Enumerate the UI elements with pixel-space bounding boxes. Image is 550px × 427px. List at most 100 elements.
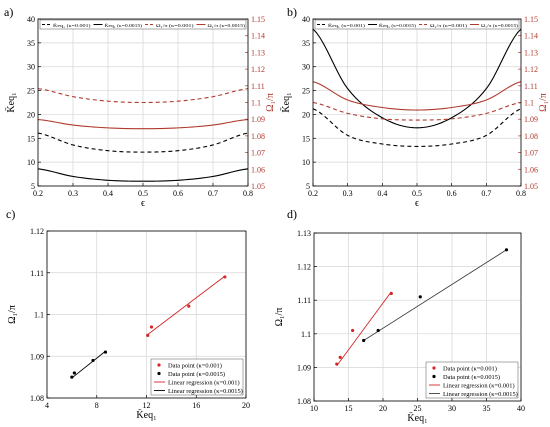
x-tick-label: 20 [379, 404, 387, 413]
x-tick-label: 0.3 [68, 189, 78, 198]
x-tick-label: 20 [242, 401, 250, 410]
y2-axis-label: Ω₁/π [265, 93, 276, 112]
y2-tick-label: 1.11 [251, 82, 265, 91]
y-tick-label: 25 [302, 87, 310, 96]
x-tick-label: 0.7 [481, 189, 491, 198]
legend-swatch-0 [157, 363, 161, 367]
y2-tick-label: 1.12 [524, 65, 538, 74]
series-line-1 [37, 168, 249, 182]
data-point-0-0 [146, 333, 150, 337]
x-tick-label: 0.7 [208, 189, 218, 198]
legend-entry-0: K̄eq₁ (κ=0.001) [328, 23, 366, 28]
legend-entry-0: K̄eq₁ (κ=0.001) [53, 23, 91, 28]
x-axis-label: ϵ [141, 198, 145, 209]
y-tick-label: 25 [27, 87, 35, 96]
y2-tick-label: 1.08 [251, 132, 265, 141]
y-tick-label: 35 [27, 39, 35, 48]
y2-tick-label: 1.07 [524, 149, 538, 158]
plot-border [312, 18, 522, 187]
legend-entry-2: Ω₁/π (κ=0.001) [430, 23, 468, 28]
legend-swatch-1 [157, 371, 161, 376]
legend-box [150, 358, 244, 396]
y2-axis-label: Ω₁/π [538, 93, 549, 112]
regression-line-2 [336, 291, 392, 366]
y-tick-label: 1.08 [30, 394, 44, 403]
x-tick-label: 0.5 [412, 189, 422, 198]
series-line-2 [312, 101, 522, 121]
legend: Data point (κ=0.001)Data point (κ=0.0015… [150, 358, 244, 396]
x-tick-label: 0.4 [377, 189, 387, 198]
x-axis-label: K̄eq₁ [136, 409, 156, 421]
y2-tick-label: 1.09 [524, 115, 538, 124]
data-point-0-1 [338, 355, 342, 359]
y-tick-label: 1.09 [30, 352, 44, 361]
x-tick-label: 0.2 [33, 189, 43, 198]
y2-tick-label: 1.13 [524, 48, 538, 57]
plot-border [313, 232, 522, 402]
x-axis-label: K̄eq₁ [407, 412, 427, 424]
x-tick-label: 0.8 [516, 189, 526, 198]
data-point-0-3 [223, 275, 227, 279]
x-axis-label: ϵ [415, 198, 419, 209]
y2-tick-label: 1.15 [524, 15, 538, 24]
legend-entry-2: Linear regression (κ=0.001) [443, 383, 515, 390]
panel-b: b) 0.2 0.3 0.4 0.5 0.6 0.7 0.8 5 10 15 20 25 30 35 40 1.… [280, 5, 549, 209]
y2-tick-label: 1.07 [251, 149, 265, 158]
series-line-0 [312, 108, 522, 147]
series-line-3 [312, 81, 522, 111]
y-axis-label: K̄eq₁ [5, 92, 17, 112]
series-line-1 [312, 28, 522, 129]
y-tick-label: 1.12 [30, 227, 44, 236]
x-tick-label: 0.6 [173, 189, 183, 198]
panel-d: d) 10 15 20 25 30 35 40 1.08 1.09 1.1 1.11 1.12 1.13 Ω… [274, 207, 525, 424]
panel-label: a) [4, 5, 13, 19]
y2-tick-label: 1.13 [251, 48, 265, 57]
y-tick-label: 1.09 [297, 363, 311, 372]
y2-tick-label: 1.08 [524, 132, 538, 141]
data-point-0-3 [389, 291, 393, 296]
x-tick-label: 0.3 [343, 189, 353, 198]
y2-tick-label: 1.06 [524, 165, 538, 174]
x-tick-label: 0.4 [103, 189, 113, 198]
panel-label: c) [6, 207, 15, 221]
y-tick-label: 1.11 [297, 296, 311, 305]
x-tick-label: 8 [95, 401, 99, 410]
y-tick-label: 5 [306, 182, 310, 191]
y-tick-label: 30 [27, 63, 35, 72]
legend-entry-0: Data point (κ=0.001) [168, 363, 222, 370]
x-tick-label: 0.8 [243, 189, 253, 198]
y2-tick-label: 1.1 [251, 99, 261, 108]
x-tick-label: 0.2 [308, 189, 318, 198]
data-point-1-2 [418, 295, 422, 299]
y-tick-label: 15 [302, 134, 310, 143]
y-tick-label: 35 [302, 39, 310, 48]
x-tick-label: 30 [448, 404, 456, 413]
y2-tick-label: 1.05 [251, 182, 265, 191]
legend-entry-1: K̄eq₁ (κ=0.0015) [379, 23, 417, 28]
y-tick-label: 20 [302, 110, 310, 119]
legend-entry-3: Linear regression (κ=0.0015) [168, 388, 243, 395]
regression-line-3 [71, 350, 106, 379]
series-line-3 [37, 118, 249, 130]
legend-entry-3: Ω₁/π (κ=0.0015) [208, 23, 246, 28]
panel-label: b) [287, 5, 297, 19]
legend-entry-3: Ω₁/π (κ=0.0015) [481, 23, 519, 28]
regression-line-2 [147, 275, 226, 335]
data-point-1-3 [103, 350, 108, 354]
y-axis-label: K̄eq₁ [280, 92, 292, 112]
y-tick-label: 5 [31, 182, 35, 191]
plot-border [37, 18, 249, 187]
y-tick-label: 1.12 [297, 263, 311, 272]
x-tick-label: 10 [310, 404, 318, 413]
y2-tick-label: 1.12 [251, 65, 265, 74]
y-axis-label: Ω₁/π [274, 308, 285, 327]
y2-tick-label: 1.06 [251, 165, 265, 174]
data-point-1-1 [72, 371, 76, 375]
panel-a: a) 0.2 0.3 0.4 0.5 0.6 0.7 0.8 5 10 15 20 25 30 35 40 1.… [4, 5, 276, 209]
legend-entry-3: Linear regression (κ=0.0015) [443, 391, 518, 398]
x-tick-label: 12 [143, 401, 151, 410]
y-tick-label: 15 [27, 134, 35, 143]
x-tick-label: 25 [414, 404, 422, 413]
series-line-2 [37, 88, 249, 104]
